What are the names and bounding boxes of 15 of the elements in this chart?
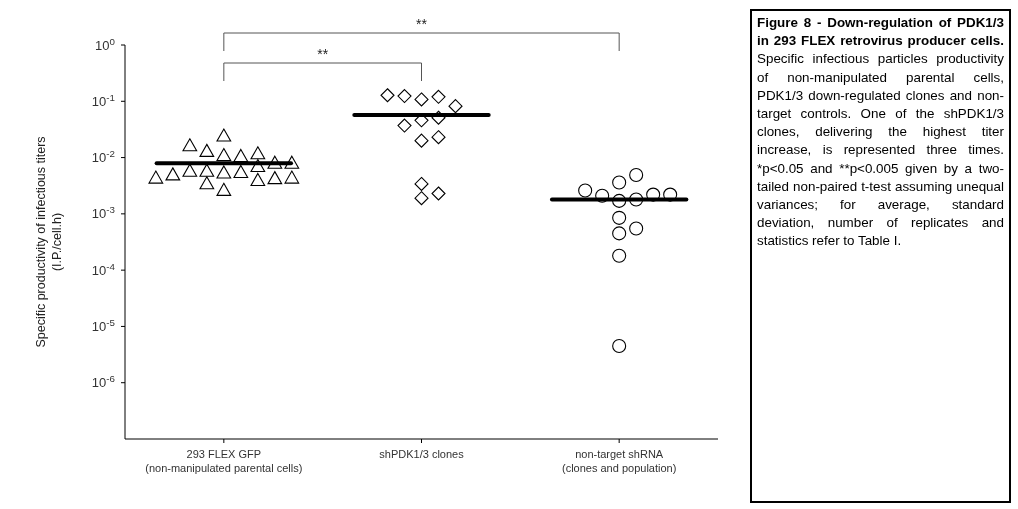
y-tick-label: 10$^{-1}$ <box>91 91 115 109</box>
text: Specific infectious particles productivity of non-manipulated parental cells, PDK1/3 down-regulated clones and non-target controls. One of the shPDK1/3 clones, delivering the highest titer increase, is represented three times. *p<0.05 and **p<0.005 given by a two-tailed non-paired t-test assuming unequal variances; for average, standard deviation, number of replicates and statistics refer to Table I. <box>757 51 1004 249</box>
annotation: ** <box>317 46 329 62</box>
x-tick-label: non-target shRNA (clones and population) <box>561 448 677 474</box>
y-axis-title: Specific productivity of infectious titers (I.P./cell.h) <box>34 136 64 348</box>
x-tick-label: shPDK1/3 clones <box>379 448 465 460</box>
y-tick-label: 10$^{-3}$ <box>91 203 115 222</box>
text: Figure 8 - Down-regulation of PDK1/3 in 293 FLEX retrovirus producer cells. <box>757 15 1004 49</box>
y-tick-label: 10$^{-4}$ <box>91 260 116 278</box>
text: ** <box>416 16 428 32</box>
x-tick-label: 293 FLEX GFP (non-manipulated parental cells) <box>145 448 303 474</box>
y-tick-label: 10$^{0}$ <box>95 35 116 53</box>
y-tick-label: 10$^{-5}$ <box>91 316 116 334</box>
y-tick-label: 10$^{-2}$ <box>91 147 115 166</box>
y-tick-label: 10$^{-6}$ <box>91 372 115 391</box>
